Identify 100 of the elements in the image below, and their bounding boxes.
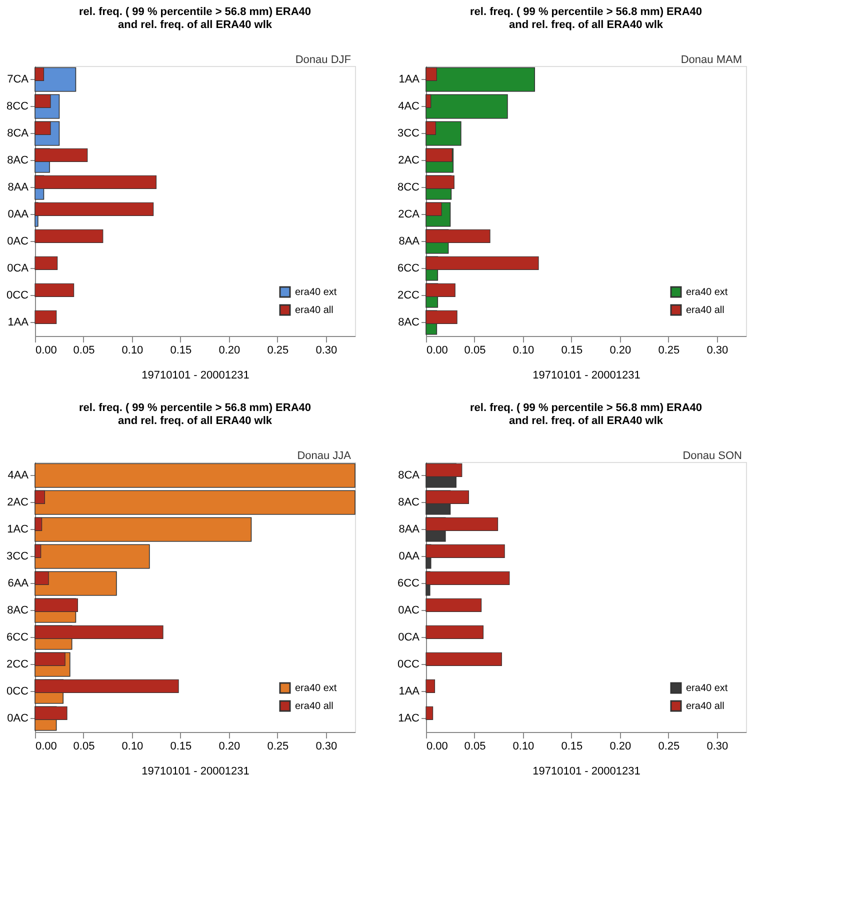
bar (34, 463, 356, 488)
x-axis-title: 19710101 - 20001231 (142, 766, 250, 778)
x-tick-label: 0.10 (512, 740, 534, 752)
bar (426, 706, 434, 720)
y-tick-label: 4AC (398, 100, 420, 112)
x-tick-label: 0.30 (706, 740, 728, 752)
x-tick-label: 0.00 (426, 344, 448, 356)
y-tick-label: 8CC (6, 100, 29, 112)
y-tick-label: 8AA (8, 182, 30, 194)
y-tick-label: 2AC (398, 154, 420, 166)
y-tick-label: 8CC (397, 182, 420, 194)
legend-label: era40 ext (295, 683, 337, 694)
legend-label: era40 ext (686, 683, 728, 694)
x-axis-title: 19710101 - 20001231 (532, 370, 640, 382)
x-tick-label: 0.25 (267, 740, 289, 752)
bar (426, 652, 502, 666)
x-tick-label: 0.15 (561, 740, 583, 752)
legend-label: era40 ext (295, 287, 337, 298)
y-tick-label: 0AA (398, 550, 420, 562)
y-tick-label: 0CC (6, 686, 29, 698)
y-tick-label: 1AC (398, 712, 420, 724)
x-tick-label: 0.10 (122, 740, 144, 752)
bar (426, 598, 482, 612)
bar (426, 679, 436, 693)
y-tick-label: 0CA (398, 632, 420, 644)
y-tick-label: 8CA (398, 470, 420, 482)
chart-title: rel. freq. ( 99 % percentile > 56.8 mm) ERA40 and rel. freq. of all ERA40 wlk (470, 6, 702, 31)
x-tick-label: 0.05 (464, 740, 486, 752)
x-tick-label: 0.00 (36, 344, 57, 356)
x-tick-label: 0.00 (36, 740, 57, 752)
bar (34, 256, 58, 270)
legend-label: era40 all (295, 701, 334, 712)
bar (426, 625, 484, 639)
text: Donau JJA (297, 450, 352, 462)
y-tick-label: 8AC (7, 154, 29, 166)
y-tick-label: 1AA (8, 316, 30, 328)
x-axis-title: 19710101 - 20001231 (142, 370, 250, 382)
y-tick-label: 7CA (7, 74, 30, 86)
bar (34, 544, 150, 569)
y-tick-label: 6AA (8, 578, 30, 590)
x-tick-label: 0.30 (316, 740, 338, 752)
y-tick-label: 1AC (7, 524, 29, 536)
bar (34, 310, 57, 324)
y-tick-label: 2AC (7, 496, 29, 508)
bar (34, 283, 74, 297)
x-tick-label: 0.00 (426, 740, 448, 752)
y-tick-label: 6CC (6, 632, 29, 644)
text: Donau MAM (680, 54, 742, 66)
x-tick-label: 0.15 (170, 740, 192, 752)
y-tick-label: 1AA (398, 686, 420, 698)
x-tick-label: 0.30 (316, 344, 338, 356)
x-tick-label: 0.05 (73, 740, 95, 752)
y-tick-label: 2CA (398, 208, 420, 220)
y-tick-label: 1AA (398, 74, 420, 86)
text: Donau DJF (295, 54, 352, 66)
x-tick-label: 0.15 (561, 344, 583, 356)
y-tick-label: 8AA (398, 524, 420, 536)
y-tick-label: 6CC (397, 578, 420, 590)
chart-title: rel. freq. ( 99 % percentile > 56.8 mm) ERA40 and rel. freq. of all ERA40 wlk (78, 402, 312, 427)
x-tick-label: 0.25 (658, 740, 680, 752)
legend-label: era40 all (295, 305, 334, 316)
bar (34, 517, 252, 542)
y-tick-label: 0CA (7, 262, 30, 274)
y-tick-label: 0CC (397, 658, 420, 670)
y-tick-label: 2CC (6, 658, 29, 670)
bar (426, 94, 508, 119)
y-tick-label: 8AC (7, 604, 29, 616)
x-tick-label: 0.10 (122, 344, 144, 356)
y-tick-label: 8AC (398, 316, 420, 328)
x-tick-label: 0.20 (218, 344, 240, 356)
bar (426, 67, 536, 92)
y-tick-label: 0AC (7, 236, 29, 248)
legend-label: era40 all (686, 305, 724, 316)
x-axis-title: 19710101 - 20001231 (532, 766, 640, 778)
x-tick-label: 0.25 (267, 344, 289, 356)
text: Donau SON (682, 450, 742, 462)
y-tick-label: 8AC (398, 496, 420, 508)
x-tick-label: 0.05 (464, 344, 486, 356)
x-tick-label: 0.10 (512, 344, 534, 356)
y-tick-label: 0CC (6, 290, 29, 302)
y-tick-label: 0AA (8, 208, 30, 220)
x-tick-label: 0.30 (706, 344, 728, 356)
y-tick-label: 6CC (397, 262, 420, 274)
x-tick-label: 0.20 (610, 344, 632, 356)
y-tick-label: 3CC (397, 128, 420, 140)
chart-title: rel. freq. ( 99 % percentile > 56.8 mm) ERA40 and rel. freq. of all ERA40 wlk (470, 402, 702, 427)
x-tick-label: 0.05 (73, 344, 95, 356)
bar (34, 490, 356, 515)
y-tick-label: 3CC (6, 550, 29, 562)
bar (34, 229, 104, 243)
x-tick-label: 0.15 (170, 344, 192, 356)
y-tick-label: 2CC (397, 290, 420, 302)
x-tick-label: 0.25 (658, 344, 680, 356)
chart-title: rel. freq. ( 99 % percentile > 56.8 mm) ERA40 and rel. freq. of all ERA40 wlk (78, 6, 312, 31)
y-tick-label: 0AC (398, 604, 420, 616)
legend-label: era40 ext (686, 287, 728, 298)
y-tick-label: 8CA (7, 128, 30, 140)
y-tick-label: 4AA (8, 470, 30, 482)
x-tick-label: 0.20 (610, 740, 632, 752)
y-tick-label: 8AA (398, 236, 420, 248)
